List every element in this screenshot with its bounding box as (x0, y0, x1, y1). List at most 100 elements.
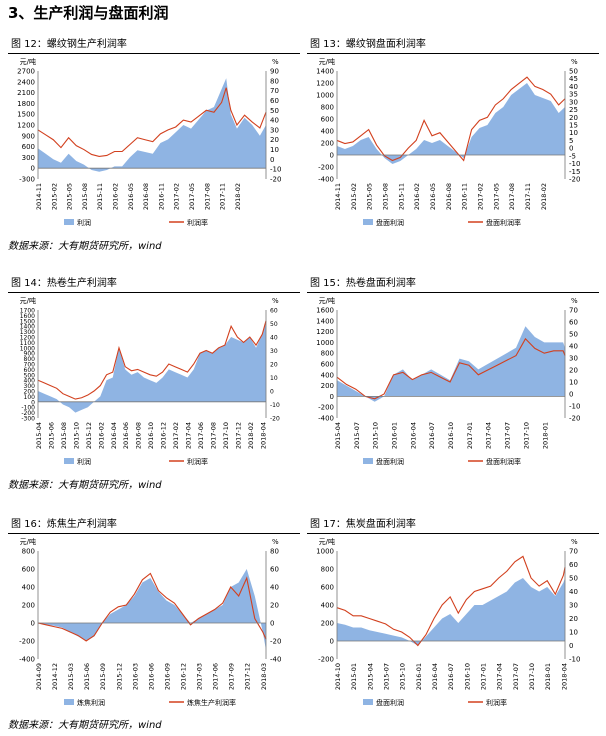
source-note: 数据来源：大有期货研究所，wind (8, 241, 162, 252)
y-right-tick-label: 20 (569, 114, 578, 122)
y-left-tick-label: 800 (24, 356, 36, 363)
y-right-tick-label: 60 (270, 97, 279, 105)
left-unit-label: 元/吨 (319, 57, 335, 66)
series-line-rate (37, 572, 267, 642)
x-tick-label: 2016-02 (97, 422, 105, 449)
y-left-tick-label: 800 (22, 548, 35, 556)
y-left-tick-label: 0 (330, 393, 334, 401)
y-right-tick-label: 10 (569, 129, 578, 137)
y-left-tick-label: 900 (22, 132, 35, 140)
y-left-tick-label: 300 (24, 383, 36, 390)
x-tick-label: 2015-08 (81, 183, 89, 210)
y-right-tick-label: 30 (270, 126, 279, 134)
chart-panel-16: 图 16：炼焦生产利润率 元/吨% -400 -200 0 200 400 600 800 -4… (8, 517, 300, 712)
y-left-tick-label: 1200 (17, 122, 35, 130)
series-area-profit (337, 83, 565, 164)
y-left-tick-label: 400 (321, 602, 334, 610)
x-tick-label: 2014-11 (334, 183, 342, 210)
x-tick-label: 2017-03 (196, 663, 204, 690)
x-tick-label: 2016-02 (112, 183, 120, 210)
x-tick-label: 2018-02 (234, 183, 242, 210)
y-right-tick-label: 40 (270, 584, 279, 592)
legend-label: 利润率 (187, 457, 208, 466)
left-unit-label: 元/吨 (319, 296, 335, 305)
y-left-tick-label: 600 (321, 361, 334, 369)
chart-14: 元/吨 %-300-200-100010020030040050060070080… (20, 296, 280, 466)
y-left-tick-label: 1400 (316, 317, 334, 325)
x-tick-label: 2016-04 (431, 663, 439, 690)
y-right-tick-label: 40 (569, 83, 578, 91)
x-tick-label: 2017-04 (496, 663, 504, 690)
y-right-tick-label: -10 (270, 402, 280, 409)
y-right-tick-label: 25 (569, 106, 578, 114)
y-right-tick-label: 10 (270, 146, 279, 154)
y-left-tick-label: 600 (22, 143, 35, 151)
y-left-tick-label: 600 (321, 116, 334, 124)
series-area-profit (38, 569, 266, 650)
legend-swatch-bar (363, 458, 373, 464)
y-left-tick-label: 800 (321, 104, 334, 112)
y-left-tick-label: 2700 (17, 68, 35, 76)
y-left-tick-label: 400 (321, 128, 334, 136)
y-right-tick-label: 0 (569, 642, 573, 650)
x-tick-label: 2018-03 (260, 663, 268, 690)
x-tick-label: 2018-02 (247, 422, 255, 449)
y-left-tick-label: 0 (31, 399, 35, 406)
chart-16: 元/吨 %-400-2000200400600800-40-20020406080… (19, 537, 281, 707)
x-tick-label: 2015-10 (72, 422, 80, 449)
y-right-tick-label: -20 (270, 176, 281, 184)
y-left-tick-label: 700 (24, 362, 36, 369)
x-tick-label: 2017-08 (209, 422, 217, 449)
y-right-tick-label: 0 (270, 389, 274, 396)
y-right-tick-label: -40 (270, 656, 281, 664)
x-tick-label: 2015-04 (366, 663, 374, 690)
x-tick-label: 2018-04 (259, 422, 267, 449)
y-left-tick-label: 800 (321, 566, 334, 574)
x-tick-label: 2015-01 (350, 663, 358, 690)
x-tick-label: 2016-11 (461, 183, 469, 210)
y-right-tick-label: 10 (569, 629, 578, 637)
chart-panel-13: 图 13：螺纹钢盘面利润率 元/吨% -400 -200 0 200 400 600 800 1… (307, 37, 599, 232)
y-left-tick-label: 1200 (316, 80, 334, 88)
x-tick-label: 2017-01 (480, 663, 488, 690)
y-right-tick-label: 10 (270, 375, 278, 382)
x-tick-label: 2017-07 (504, 422, 512, 449)
y-right-tick-label: 60 (569, 319, 578, 327)
x-tick-label: 2015-04 (35, 422, 43, 449)
y-left-tick-label: 1400 (316, 68, 334, 76)
y-left-tick-label: 1600 (316, 307, 334, 315)
y-right-tick-label: 10 (569, 379, 578, 387)
y-right-tick-label: -15 (569, 168, 580, 176)
y-right-tick-label: -20 (569, 176, 580, 184)
y-right-tick-label: 35 (569, 91, 578, 99)
x-tick-label: 2018-02 (540, 183, 548, 210)
x-tick-label: 2016-04 (110, 422, 118, 449)
y-right-tick-label: 30 (270, 348, 278, 355)
y-left-tick-label: 200 (321, 620, 334, 628)
x-tick-label: 2017-10 (222, 422, 230, 449)
x-tick-label: 2017-11 (219, 183, 227, 210)
x-tick-label: 2015-03 (67, 663, 75, 690)
y-left-tick-label: 1400 (20, 324, 35, 331)
legend-label: 利润率 (486, 698, 507, 707)
legend-swatch-bar (64, 699, 74, 705)
y-left-tick-label: 200 (321, 382, 334, 390)
chart-15: 元/吨 %-400-2000200400600800100012001400160… (316, 296, 580, 466)
y-left-tick-label: 300 (22, 154, 35, 162)
chart-12: 元/吨 %-30003006009001200150018002100240027… (17, 57, 281, 227)
series-line-rate (336, 337, 566, 400)
series-line-rate (336, 555, 566, 647)
x-tick-label: 2018-04 (560, 663, 568, 690)
y-right-tick-label: 0 (270, 156, 274, 164)
x-tick-label: 2016-06 (122, 422, 130, 449)
x-tick-label: 2017-10 (528, 663, 536, 690)
series-line-rate (37, 320, 267, 400)
x-tick-label: 2015-04 (334, 422, 342, 449)
legend-swatch-bar (64, 219, 74, 225)
legend-label: 利润 (77, 218, 91, 227)
y-left-tick-label: 1600 (20, 313, 35, 320)
x-tick-label: 2015-06 (83, 663, 91, 690)
y-right-tick-label: 30 (569, 355, 578, 363)
y-left-tick-label: -200 (318, 404, 334, 412)
y-right-tick-label: -10 (569, 656, 580, 664)
